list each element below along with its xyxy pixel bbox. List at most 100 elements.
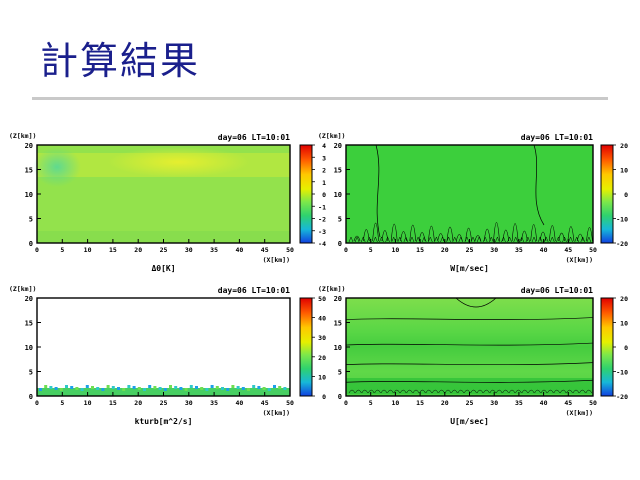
contour-line: [431, 389, 439, 394]
colorbar: [299, 144, 313, 244]
contour-line: [489, 389, 497, 394]
x-tick-label: 10: [84, 399, 92, 407]
contour-line: [474, 235, 482, 242]
contour-line: [533, 144, 545, 226]
contour-line: [525, 236, 531, 243]
x-tick-label: 0: [35, 399, 39, 407]
turb-speck: [65, 385, 68, 388]
panel-header: day=06 LT=10:01: [521, 133, 593, 142]
contour-line: [530, 224, 537, 242]
turb-speck: [153, 386, 157, 389]
y-unit-label: (Z[km]): [318, 285, 345, 293]
contour-line: [513, 236, 518, 243]
colorbar-tick-label: 10: [620, 320, 628, 328]
contour-line: [550, 236, 555, 243]
turb-speck: [273, 385, 276, 388]
colorbar-tick-label: 40: [318, 315, 326, 323]
panel-header: day=06 LT=10:01: [218, 286, 290, 295]
contour-line: [580, 236, 586, 243]
contour-line: [511, 223, 519, 242]
x-tick-label: 0: [344, 246, 348, 254]
x-tick-label: 25: [466, 399, 474, 407]
x-tick-label: 45: [564, 246, 572, 254]
x-tick-label: 10: [84, 246, 92, 254]
contour-line: [567, 226, 575, 242]
x-tick-label: 35: [210, 399, 218, 407]
colorbar-tick-label: 10: [620, 167, 628, 175]
x-tick-label: 45: [564, 399, 572, 407]
contour-line: [515, 389, 522, 394]
y-unit-label: (Z[km]): [9, 132, 36, 140]
colorbar-tick-label: 3: [322, 154, 326, 162]
variable-label: Δθ[K]: [151, 264, 175, 273]
turb-speck: [231, 385, 235, 388]
contour-line: [501, 236, 506, 243]
turb-speck: [85, 385, 89, 388]
turb-speck: [44, 385, 48, 388]
contour-line: [493, 222, 500, 242]
colorbar: [600, 297, 614, 397]
contour-line: [455, 297, 497, 308]
turb-speck: [91, 386, 94, 389]
panel-4: (Z[km]) day=06 LT=10:01 0 5 10 15 20 0 5 10 15 20 25…: [318, 285, 628, 426]
turb-speck: [75, 387, 79, 390]
x-tick-label: 40: [235, 246, 243, 254]
turb-speck: [262, 387, 266, 390]
turb-speck: [39, 388, 42, 391]
contour-line: [406, 389, 413, 394]
x-tick-label: 10: [391, 399, 399, 407]
x-tick-label: 0: [344, 399, 348, 407]
colorbar-tick-label: 0: [322, 393, 326, 401]
y-tick-label: 20: [25, 142, 33, 150]
x-tick-label: 50: [589, 246, 597, 254]
x-tick-label: 45: [261, 399, 269, 407]
turb-speck: [101, 388, 105, 391]
contour-line: [457, 389, 465, 394]
contour-line: [438, 389, 445, 394]
contour-line: [375, 144, 381, 238]
variable-label: W[m/sec]: [450, 264, 489, 273]
x-tick-label: 15: [109, 246, 117, 254]
colorbar-tick-label: 0: [322, 191, 326, 199]
colorbar-tick-label: 20: [620, 295, 628, 303]
variable-label: U[m/sec]: [450, 417, 489, 426]
colorbar-tick-label: -4: [318, 240, 326, 248]
contour-line: [355, 389, 362, 394]
colorbar-tick-label: 10: [318, 373, 326, 381]
x-tick-label: 25: [466, 246, 474, 254]
contour-line: [348, 389, 356, 394]
y-tick-label: 5: [29, 369, 33, 377]
colorbar-tick-label: -1: [318, 203, 326, 211]
y-tick-label: 5: [29, 216, 33, 224]
contour-line: [434, 236, 439, 243]
contour-line: [390, 223, 398, 242]
contour-line: [348, 236, 354, 243]
contour-line: [451, 389, 458, 394]
x-tick-label: 15: [416, 246, 424, 254]
turb-speck: [111, 386, 115, 389]
y-tick-label: 0: [29, 240, 33, 248]
y-tick-label: 0: [29, 393, 33, 401]
x-tick-label: 25: [160, 246, 168, 254]
turb-speck: [49, 386, 53, 389]
contour-line: [579, 389, 586, 394]
x-tick-label: 45: [261, 246, 269, 254]
contour-line: [412, 389, 420, 394]
turb-speck: [174, 386, 178, 389]
y-tick-label: 15: [334, 320, 342, 328]
contour-line: [559, 389, 567, 394]
x-tick-label: 25: [160, 399, 168, 407]
turb-speck: [122, 388, 126, 391]
contour-line: [553, 389, 561, 394]
contour-line: [495, 389, 503, 394]
contour-line: [502, 389, 509, 394]
turb-speck: [59, 388, 63, 391]
x-tick-label: 15: [416, 399, 424, 407]
x-tick-label: 40: [235, 399, 243, 407]
warm-core: [107, 147, 250, 177]
x-tick-label: 30: [490, 246, 498, 254]
contour-line: [399, 389, 407, 394]
panel-header: day=06 LT=10:01: [218, 133, 290, 142]
contour-line: [586, 236, 592, 243]
